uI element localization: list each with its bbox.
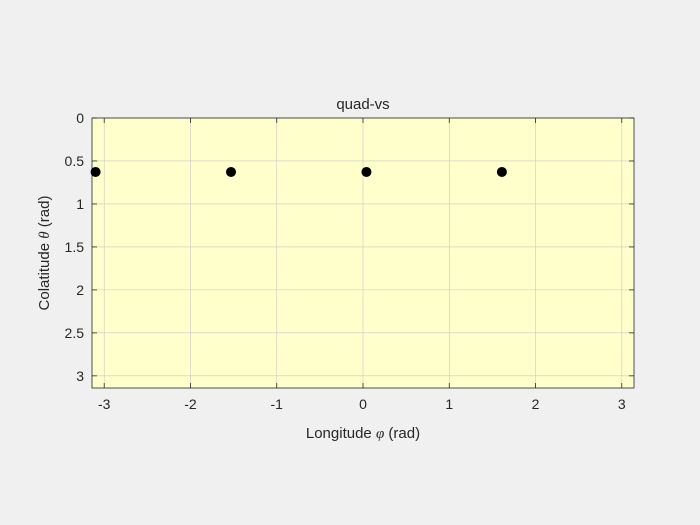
y-axis-label-symbol: θ (37, 231, 53, 239)
data-point (361, 166, 372, 177)
data-point (90, 166, 101, 177)
x-tick-label: 3 (618, 396, 626, 412)
y-axis-label: Colatitude θ (rad) (36, 196, 53, 311)
x-axis-label-prefix: Longitude (306, 425, 376, 442)
y-tick-label: 0.5 (65, 153, 85, 169)
x-axis-label-symbol: φ (376, 426, 384, 442)
y-tick-label: 3 (76, 368, 84, 384)
x-tick-label: 0 (359, 396, 367, 412)
x-tick-label: -3 (98, 396, 111, 412)
x-tick-label: 2 (532, 396, 540, 412)
x-axis-label-suffix: (rad) (384, 425, 420, 442)
y-tick-label: 1 (76, 196, 84, 212)
x-axis-label: Longitude φ (rad) (306, 425, 420, 442)
x-tick-label: -1 (271, 396, 284, 412)
chart-title: quad-vs (336, 96, 389, 113)
y-axis-label-suffix: (rad) (36, 196, 53, 232)
ticks: -3 -2 -1 0 1 2 3 0 0.5 1 1.5 2 2.5 3 (65, 110, 634, 412)
x-tick-label: 1 (445, 396, 453, 412)
y-tick-label: 2.5 (65, 325, 85, 341)
data-points (90, 166, 507, 177)
x-tick-label: -2 (184, 396, 197, 412)
y-tick-label: 0 (76, 110, 84, 126)
data-point (496, 166, 507, 177)
data-point (226, 166, 237, 177)
y-tick-label: 1.5 (65, 239, 85, 255)
y-axis-label-prefix: Colatitude (36, 239, 53, 311)
y-tick-label: 2 (76, 282, 84, 298)
